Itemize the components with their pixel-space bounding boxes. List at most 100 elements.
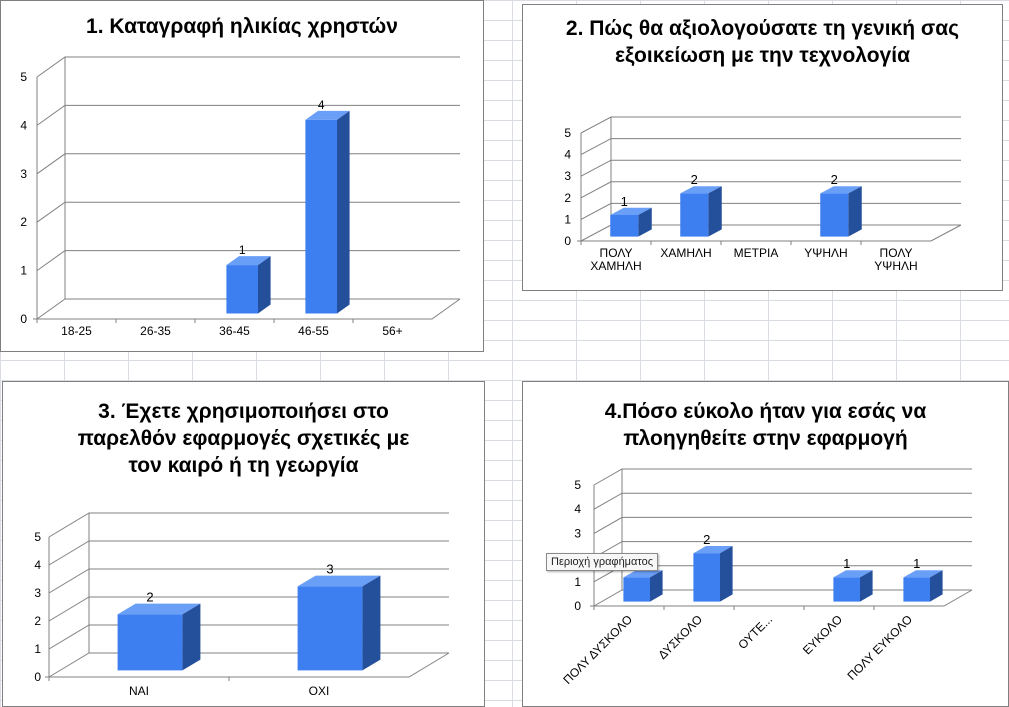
chart-3-title: 3. Έχετε χρησιμοποιήσει στο παρελθόν εφα… xyxy=(77,400,410,477)
gridline xyxy=(580,138,961,156)
bar-top xyxy=(680,186,722,194)
gridline xyxy=(36,201,460,223)
bar-side xyxy=(182,603,201,671)
bar xyxy=(693,553,720,602)
gridline xyxy=(580,181,961,199)
bar-top xyxy=(117,603,201,615)
chart-3-panel[interactable]: 3. Έχετε χρησιμοποιήσει στο παρελθόν εφα… xyxy=(2,381,485,707)
data-label: 2 xyxy=(831,172,838,187)
x-category-label: ΥΨΗΛΗ xyxy=(804,246,847,260)
bar xyxy=(833,577,860,602)
bar-side xyxy=(650,570,663,602)
data-label: 1 xyxy=(239,243,246,257)
bar-side xyxy=(708,186,722,237)
data-label: 1 xyxy=(913,556,920,571)
y-tick-label: 3 xyxy=(34,586,41,600)
chart-2-panel[interactable]: 2. Πώς θα αξιολογούσατε τη γενική σας εξ… xyxy=(522,4,1003,291)
x-category-label: 46-55 xyxy=(298,324,329,338)
y-tick-label: 2 xyxy=(564,191,571,205)
gridline xyxy=(593,516,972,534)
chart-2-title: 2. Πώς θα αξιολογούσατε τη γενική σας εξ… xyxy=(565,17,960,67)
bar-top xyxy=(610,207,652,215)
x-category-label: ΕΥΚΟΛΟ xyxy=(800,612,845,657)
bar xyxy=(623,577,650,602)
chart-4-title: 4.Πόσο εύκολο ήταν για εσάς να πλοηγηθεί… xyxy=(604,400,927,450)
y-tick-label: 3 xyxy=(20,167,27,181)
y-tick-label: 0 xyxy=(20,312,27,326)
y-tick-label: 0 xyxy=(34,670,41,684)
y-tick-label: 1 xyxy=(564,212,571,226)
bar xyxy=(117,614,183,671)
x-category-label: ΥΨΗΛΗ xyxy=(874,259,917,273)
bar-side xyxy=(337,110,350,314)
y-tick-label: 1 xyxy=(34,642,41,656)
y-tick-label: 4 xyxy=(20,118,27,132)
data-label: 2 xyxy=(703,532,710,547)
x-category-label: 56+ xyxy=(382,324,402,338)
chart-1-panel[interactable]: 1. Καταγραφή ηλικίας χρηστών 0 1 2 3 4 5 18-25… xyxy=(0,0,484,352)
chart-4-panel[interactable]: 4.Πόσο εύκολο ήταν για εσάς να πλοηγηθεί… xyxy=(522,381,1009,707)
data-label: 1 xyxy=(621,194,628,209)
y-tick-label: 1 xyxy=(20,264,27,278)
data-label: 3 xyxy=(326,562,333,577)
bar-side xyxy=(860,570,873,602)
x-category-label: ΠΟΛΥ xyxy=(600,246,633,260)
chart-1-title: 1. Καταγραφή ηλικίας χρηστών xyxy=(86,15,398,38)
y-tick-label: 4 xyxy=(564,148,571,162)
x-category-label: ΔΥΣΚΟΛΟ xyxy=(655,612,705,662)
bar-side xyxy=(638,207,652,237)
y-tick-label: 3 xyxy=(574,526,581,540)
bar xyxy=(610,215,639,237)
y-tick-label: 5 xyxy=(564,126,571,140)
y-tick-label: 3 xyxy=(564,169,571,183)
bar-top xyxy=(305,110,350,120)
gridline xyxy=(580,116,961,134)
x-category-label: ΠΟΛΥ ΔΥΣΚΟΛΟ xyxy=(560,612,635,687)
gridline xyxy=(593,492,972,510)
x-category-label: ΠΟΛΥ ΕΥΚΟΛΟ xyxy=(844,612,915,683)
chart-1-plot: 0 1 2 3 4 5 18-25 26-35 36-45 1 46-55 4 56+ xyxy=(20,56,461,338)
x-category-label: 26-35 xyxy=(140,324,171,338)
y-tick-label: 2 xyxy=(34,614,41,628)
bar-top xyxy=(693,546,733,554)
x-category-label: ΟΥΤΕ... xyxy=(735,612,775,652)
x-category-label: ΜΕΤΡΙΑ xyxy=(734,246,779,260)
bar-side xyxy=(258,256,271,314)
gridline xyxy=(48,652,449,678)
gridline xyxy=(36,56,460,78)
gridline xyxy=(48,624,449,650)
x-category-label: ΧΑΜΗΛΗ xyxy=(660,246,711,260)
y-tick-label: 4 xyxy=(34,558,41,572)
gridline xyxy=(48,512,449,538)
bar-top xyxy=(820,186,862,194)
bar-top xyxy=(297,575,381,587)
chart-area-tooltip: Περιοχή γραφήματος xyxy=(546,553,658,571)
bar-side xyxy=(930,570,943,602)
y-tick-label: 2 xyxy=(20,215,27,229)
bar xyxy=(226,265,258,314)
bar-top xyxy=(623,570,663,578)
floor-edge xyxy=(49,652,450,678)
gridline xyxy=(36,104,460,126)
data-label: 4 xyxy=(318,98,325,112)
bar-top xyxy=(226,256,271,266)
data-label: 2 xyxy=(691,172,698,187)
y-tick-label: 1 xyxy=(574,575,581,589)
bar-top xyxy=(903,570,943,578)
data-label: 1 xyxy=(843,556,850,571)
chart-3-plot: 0 1 2 3 4 5 ΝΑΙ 2 ΟΧΙ 3 xyxy=(34,512,450,698)
y-tick-label: 0 xyxy=(564,234,571,248)
bar xyxy=(305,119,337,314)
bar xyxy=(297,586,363,671)
x-category-label: ΟΧΙ xyxy=(309,684,330,698)
bar-side xyxy=(362,575,381,671)
floor-edge xyxy=(581,224,962,242)
bar-side xyxy=(720,546,733,602)
x-category-label: ΧΑΜΗΛΗ xyxy=(590,259,641,273)
y-tick-label: 5 xyxy=(20,70,27,84)
floor-edge xyxy=(594,589,973,607)
y-tick-label: 0 xyxy=(574,599,581,613)
y-tick-label: 5 xyxy=(574,478,581,492)
bar-side xyxy=(848,186,862,237)
